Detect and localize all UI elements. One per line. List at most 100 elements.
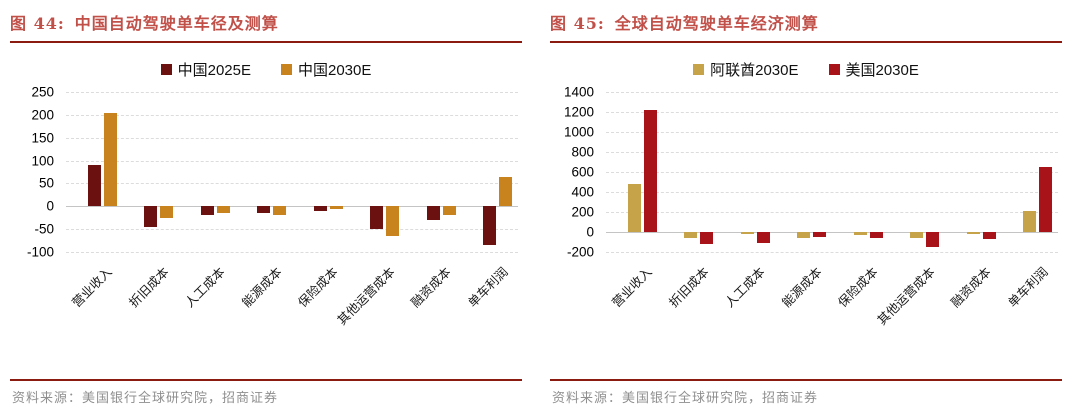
- y-tick-label: 50: [38, 175, 54, 191]
- gridline: [606, 132, 1058, 133]
- y-tick-label: 0: [586, 224, 594, 240]
- gridline: [606, 92, 1058, 93]
- gridline: [66, 183, 518, 185]
- bar-阿联酋2030E-单车利润: [1023, 211, 1037, 232]
- gridline: [606, 192, 1058, 193]
- legend-item: 中国2025E: [160, 59, 251, 80]
- bar-阿联酋2030E-能源成本: [797, 232, 811, 238]
- legend-label: 中国2030E: [298, 62, 372, 79]
- bar-中国2030E-营业收入: [103, 112, 117, 207]
- y-tick-label: 250: [31, 84, 54, 100]
- y-tick-label: 1400: [563, 84, 594, 100]
- gridline: [606, 172, 1058, 173]
- x-axis-label: 融资成本: [408, 264, 454, 311]
- gridline: [66, 160, 518, 162]
- legend-swatch-icon: [281, 64, 292, 75]
- zero-axis-line: [66, 206, 518, 208]
- gridline: [606, 112, 1058, 113]
- source-row: 资料来源：美国银行全球研究院，招商证券: [550, 379, 1062, 416]
- y-tick-label: 150: [31, 130, 54, 146]
- y-tick-label: -200: [566, 244, 594, 260]
- source-prefix: 资料来源：: [12, 391, 83, 406]
- legend-label: 阿联酋2030E: [710, 62, 799, 79]
- y-tick-label: 1200: [563, 104, 594, 120]
- x-axis-label: 单车利润: [464, 264, 511, 311]
- x-axis-label: 保险成本: [295, 264, 341, 311]
- gridline: [66, 229, 518, 231]
- source-row: 资料来源：美国银行全球研究院，招商证券: [10, 379, 522, 416]
- y-tick-label: -100: [26, 244, 54, 260]
- x-axis: 营业收入 折旧成本 人工成本 能源成本 保险成本 其他运营成本 融资成本 单车利润: [606, 260, 1058, 354]
- y-tick-label: -50: [34, 221, 54, 237]
- y-tick-label: 100: [31, 153, 54, 169]
- bar-中国2025E-人工成本: [200, 206, 214, 216]
- y-tick-label: 0: [46, 198, 54, 214]
- y-axis: 250 200 150 100 50 0 -50 -100: [10, 85, 58, 260]
- y-tick-label: 600: [571, 164, 594, 180]
- figure-label: 图 44:: [10, 14, 65, 33]
- chart: 1400 1200 1000 800 600 400 200 0 -200 营业收入 折旧成本 人工…: [550, 85, 1062, 354]
- bar-中国2030E-其他运营成本: [386, 206, 400, 236]
- bar-中国2025E-融资成本: [426, 206, 440, 220]
- bar-阿联酋2030E-保险成本: [853, 232, 867, 235]
- x-axis-label: 保险成本: [835, 264, 881, 311]
- bar-美国2030E-能源成本: [813, 232, 827, 237]
- plot-area: [606, 92, 1058, 253]
- x-axis-label: 其他运营成本: [333, 264, 398, 328]
- y-tick-label: 800: [571, 144, 594, 160]
- legend-swatch-icon: [160, 64, 172, 75]
- chart-title: 中国自动驾驶单车径及测算: [74, 14, 279, 33]
- figure-label: 图 45:: [550, 14, 605, 33]
- bar-美国2030E-融资成本: [982, 232, 996, 239]
- y-tick-label: 1000: [563, 124, 594, 140]
- figure-45-title: 图 45: 全球自动驾驶单车经济测算: [550, 8, 1062, 43]
- gridline: [66, 252, 518, 253]
- legend-item: 美国2030E: [828, 59, 919, 80]
- gridline: [606, 212, 1058, 213]
- bar-中国2025E-其他运营成本: [370, 206, 384, 230]
- bar-中国2025E-折旧成本: [144, 206, 158, 227]
- plot-area: [66, 92, 518, 253]
- bar-中国2030E-融资成本: [442, 206, 456, 216]
- x-axis-label: 融资成本: [948, 264, 994, 311]
- x-axis-label: 营业收入: [69, 264, 115, 311]
- x-axis-label: 单车利润: [1004, 264, 1051, 311]
- bar-中国2030E-保险成本: [329, 206, 343, 209]
- x-axis-label: 能源成本: [238, 264, 285, 311]
- legend: 阿联酋2030E 美国2030E: [550, 59, 1062, 80]
- x-axis-label: 人工成本: [722, 264, 768, 311]
- source-text: 美国银行全球研究院，招商证券: [82, 391, 279, 406]
- bar-阿联酋2030E-融资成本: [966, 232, 980, 234]
- legend-item: 中国2030E: [281, 59, 371, 80]
- x-axis-label: 人工成本: [182, 264, 228, 311]
- x-axis: 营业收入 折旧成本 人工成本 能源成本 保险成本 其他运营成本 融资成本 单车利润: [66, 260, 518, 354]
- bar-中国2030E-人工成本: [216, 206, 230, 214]
- legend-label: 美国2030E: [845, 62, 919, 79]
- bar-中国2025E-单车利润: [483, 206, 497, 246]
- figure-44-title: 图 44: 中国自动驾驶单车径及测算: [10, 8, 522, 43]
- bar-阿联酋2030E-折旧成本: [684, 232, 698, 238]
- bar-中国2025E-营业收入: [87, 165, 101, 207]
- bar-中国2030E-折旧成本: [160, 206, 174, 218]
- chart-title: 全球自动驾驶单车经济测算: [614, 14, 819, 33]
- bar-阿联酋2030E-营业收入: [627, 184, 641, 232]
- y-tick-label: 400: [571, 184, 594, 200]
- legend-label: 中国2025E: [177, 62, 251, 79]
- chart: 250 200 150 100 50 0 -50 -100 营业收入 折旧成本 人工成本 能源成本保…: [10, 85, 522, 354]
- x-axis-label: 能源成本: [778, 264, 825, 311]
- legend-swatch-icon: [693, 64, 705, 75]
- y-axis: 1400 1200 1000 800 600 400 200 0 -200: [550, 85, 598, 260]
- bar-美国2030E-单车利润: [1039, 167, 1053, 232]
- source-text: 美国银行全球研究院，招商证券: [622, 391, 819, 406]
- zero-axis-line: [606, 232, 1058, 233]
- bar-美国2030E-折旧成本: [700, 232, 714, 244]
- gridline: [606, 152, 1058, 153]
- bar-中国2025E-保险成本: [313, 206, 327, 211]
- bar-美国2030E-其他运营成本: [926, 232, 940, 247]
- bar-美国2030E-保险成本: [869, 232, 883, 238]
- bar-中国2030E-能源成本: [273, 206, 287, 216]
- bar-中国2030E-单车利润: [499, 176, 513, 207]
- bar-阿联酋2030E-人工成本: [740, 232, 754, 234]
- gridline: [66, 114, 518, 116]
- figure-45-panel: 图 45: 全球自动驾驶单车经济测算 阿联酋2030E 美国2030E 1400 12…: [540, 0, 1080, 416]
